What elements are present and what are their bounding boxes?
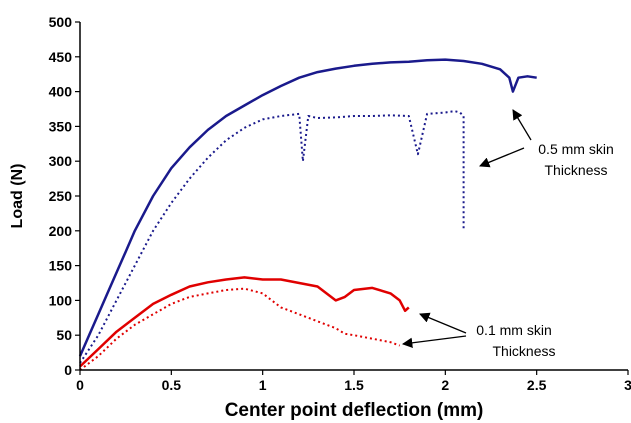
y-tick-label: 300 xyxy=(49,153,73,169)
y-tick-label: 250 xyxy=(49,188,73,204)
x-tick-label: 0.5 xyxy=(162,377,182,393)
series-line-1 xyxy=(79,110,465,364)
y-tick-label: 0 xyxy=(64,362,72,378)
annotation-0-5mm-line1: 0.5 mm skin xyxy=(538,141,613,157)
annotation-0-1mm: 0.1 mm skin Thickness xyxy=(401,312,556,359)
y-tick-label: 500 xyxy=(49,14,73,30)
annotation-0-1mm-line1: 0.1 mm skin xyxy=(476,322,551,338)
x-tick-label: 2.5 xyxy=(527,377,547,393)
annotation-arrow xyxy=(479,147,525,168)
annotation-0-5mm: 0.5 mm skin Thickness xyxy=(479,109,614,178)
y-axis-title: Load (N) xyxy=(9,164,26,229)
series-line-3 xyxy=(79,287,401,371)
y-tick-label: 200 xyxy=(49,223,73,239)
series-line-2 xyxy=(79,276,410,368)
y-tick-label: 150 xyxy=(49,258,73,274)
annotation-0-5mm-line2: Thickness xyxy=(544,162,607,178)
y-tick-label: 50 xyxy=(56,327,72,343)
annotation-arrow xyxy=(512,109,532,141)
x-axis-title: Center point deflection (mm) xyxy=(225,400,484,421)
y-tick-label: 450 xyxy=(49,49,73,65)
x-tick-label: 2 xyxy=(441,377,449,393)
x-tick-label: 1 xyxy=(259,377,267,393)
y-tick-label: 400 xyxy=(49,84,73,100)
y-tick-label: 100 xyxy=(49,292,73,308)
series-layer xyxy=(78,58,537,371)
x-tick-label: 0 xyxy=(76,377,84,393)
x-tick-label: 3 xyxy=(624,377,631,393)
annotation-arrow xyxy=(419,312,467,334)
x-tick-label: 1.5 xyxy=(344,377,364,393)
axes xyxy=(79,22,628,371)
series-line-0 xyxy=(78,58,537,357)
ticks: 0 0.5 1 1.5 2 2.5 3 0 50 100 150 200 250 300 350 400 450… xyxy=(49,14,631,393)
annotation-0-1mm-line2: Thickness xyxy=(492,343,555,359)
y-tick-label: 350 xyxy=(49,118,73,134)
annotation-arrow xyxy=(401,335,467,348)
